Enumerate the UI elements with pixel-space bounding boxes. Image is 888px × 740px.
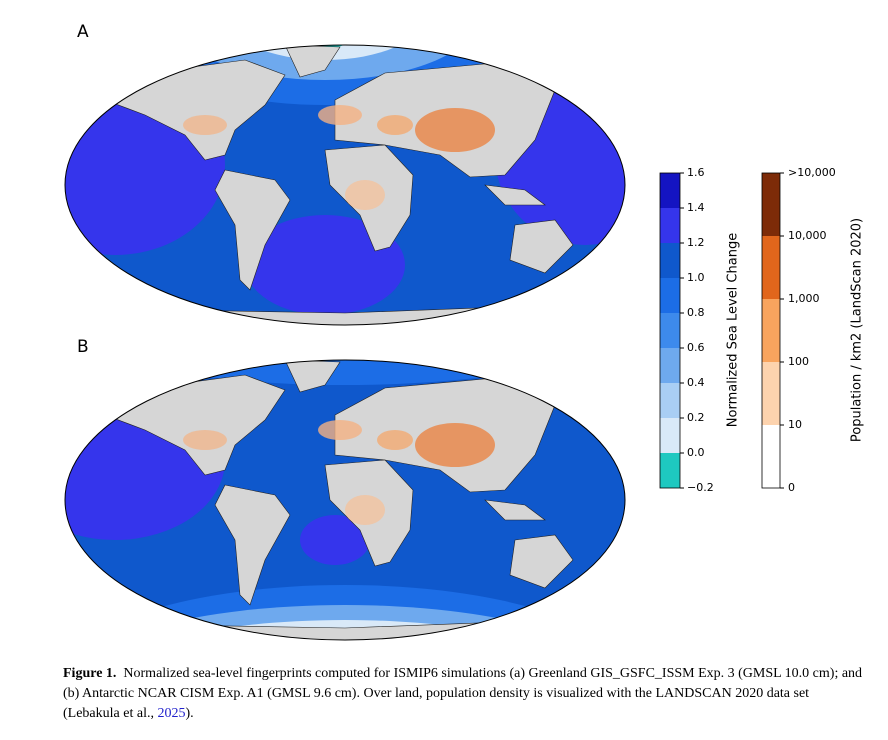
tick-label: −0.2 (687, 481, 714, 494)
tick-label: 0.8 (687, 306, 705, 319)
tick-label: 0.6 (687, 341, 705, 354)
color-band (660, 348, 680, 383)
tick-label: 10,000 (788, 229, 827, 242)
figure: A B −0.2 0.0 0.2 0.4 0.6 0.8 1.0 1.2 1.4 1.6 0 10 1… (64, 22, 865, 641)
map-a (64, 44, 626, 326)
colorbar-frame (659, 172, 681, 489)
caption: Figure 1. Normalized sea-level fingerpri… (63, 664, 863, 724)
color-band (660, 173, 680, 208)
caption-text: Normalized sea-level fingerprints comput… (63, 666, 863, 721)
color-band (762, 425, 780, 488)
tick-label: 0.2 (687, 411, 705, 424)
panel-label: A (77, 22, 89, 42)
population-colorbar: 0 10 100 1,000 10,000 >10,000 (761, 166, 836, 494)
tick-label: 1.6 (687, 166, 705, 179)
tick-label: 0.4 (687, 376, 705, 389)
colorbar-frame (761, 172, 781, 489)
caption-label: Figure 1. (63, 666, 117, 681)
color-band (660, 278, 680, 313)
color-band (762, 236, 780, 299)
tick-label: 100 (788, 355, 809, 368)
tick-label: >10,000 (788, 166, 836, 179)
caption-end: ). (185, 706, 194, 721)
tick-label: 1.0 (687, 271, 705, 284)
tick-label: 0 (788, 481, 795, 494)
tick-label: 10 (788, 418, 802, 431)
color-band (660, 208, 680, 243)
color-band (660, 313, 680, 348)
sea-level-colorbar: −0.2 0.0 0.2 0.4 0.6 0.8 1.0 1.2 1.4 1.6 (659, 166, 714, 494)
color-band (660, 453, 680, 488)
color-band (762, 299, 780, 362)
tick-label: 1,000 (788, 292, 820, 305)
color-band (660, 243, 680, 278)
panel-label: B (77, 337, 89, 357)
colorbar-label: Population / km2 (LandScan 2020) (850, 218, 865, 442)
color-band (762, 362, 780, 425)
tick-label: 1.2 (687, 236, 705, 249)
tick-label: 0.0 (687, 446, 705, 459)
color-band (660, 418, 680, 453)
color-band (660, 383, 680, 418)
citation-link[interactable]: 2025 (157, 706, 186, 721)
color-band (762, 173, 780, 236)
colorbar-label: Normalized Sea Level Change (726, 233, 741, 427)
tick-label: 1.4 (687, 201, 705, 214)
